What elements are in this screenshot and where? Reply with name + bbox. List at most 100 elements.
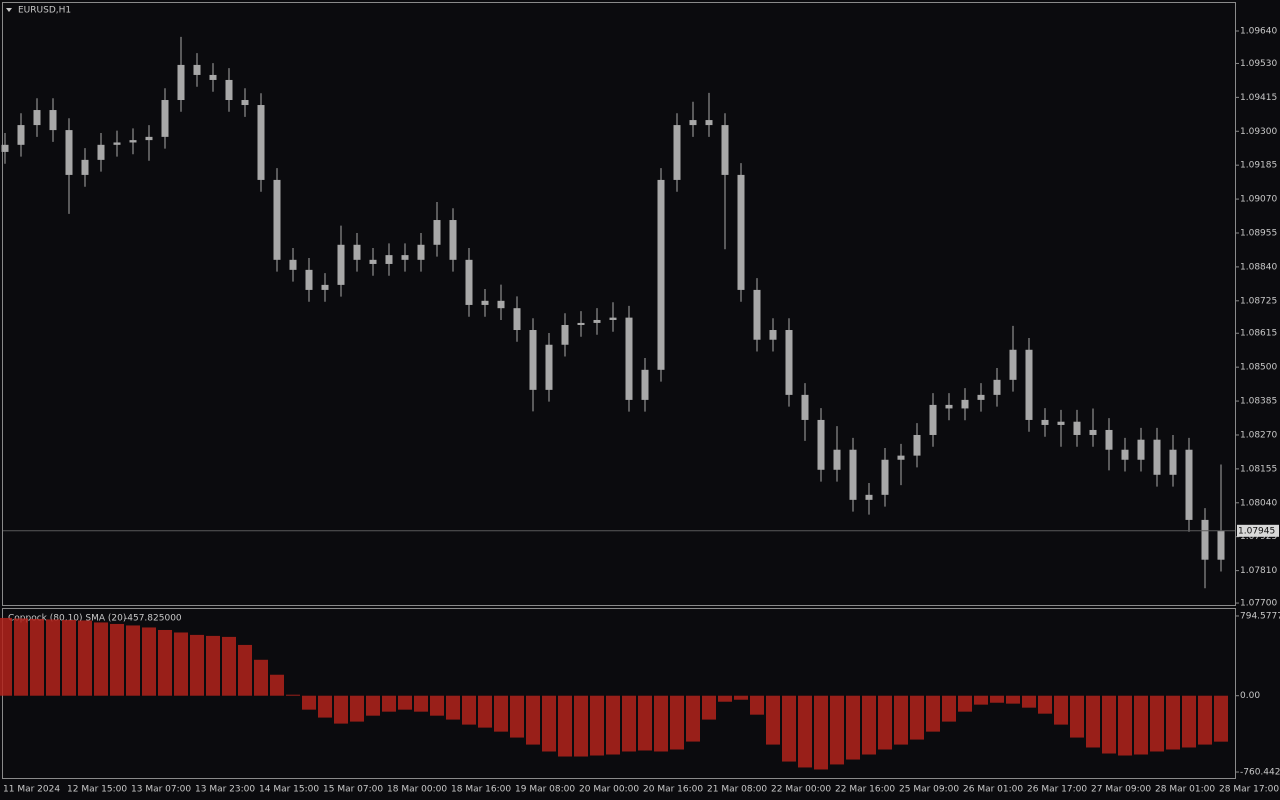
histogram-bar <box>494 695 508 732</box>
histogram-bar <box>14 618 28 696</box>
candle-body <box>1137 439 1145 460</box>
histogram-bar <box>366 695 380 716</box>
y-tick-label: 1.08155 <box>1240 464 1277 474</box>
histogram-bar <box>1134 695 1148 755</box>
candle-body <box>177 64 185 101</box>
candle-body <box>385 255 393 264</box>
histogram-bar <box>1070 695 1084 738</box>
histogram-bar <box>1214 695 1228 742</box>
histogram-bar <box>1102 695 1116 754</box>
candle-body <box>1217 530 1225 560</box>
histogram-bar <box>942 695 956 722</box>
histogram-bar <box>94 622 108 696</box>
histogram-bar <box>478 695 492 728</box>
candle-body <box>257 105 265 180</box>
histogram-bar <box>510 695 524 738</box>
candle-body <box>817 419 825 470</box>
histogram-bar <box>638 695 652 751</box>
histogram-bar <box>110 623 124 696</box>
y-tick-label: 1.09070 <box>1240 195 1277 205</box>
candle-body <box>497 300 505 309</box>
candle-body <box>337 244 345 285</box>
histogram-bar <box>270 674 284 696</box>
candle-body <box>193 64 201 75</box>
candle-body <box>433 220 441 245</box>
candle-body <box>593 319 601 323</box>
candle-body <box>577 322 585 325</box>
candle-body <box>49 110 57 131</box>
x-tick-label: 20 Mar 00:00 <box>579 785 639 795</box>
candle-body <box>209 74 217 80</box>
price-label: 1.07945 <box>1238 526 1275 536</box>
histogram-bar <box>990 695 1004 703</box>
histogram-bar <box>1150 695 1164 752</box>
x-tick-label: 27 Mar 09:00 <box>1091 785 1151 795</box>
histogram-bar <box>1198 695 1212 745</box>
price-frame <box>2 2 1236 606</box>
histogram-bar <box>862 695 876 755</box>
candle-body <box>769 330 777 340</box>
x-tick-label: 19 Mar 08:00 <box>515 785 575 795</box>
candle-body <box>961 399 969 409</box>
candle-body <box>1057 421 1065 425</box>
histogram-bar <box>1022 695 1036 708</box>
candle-body <box>129 140 137 143</box>
histogram-bar <box>1118 695 1132 756</box>
candle-body <box>161 100 169 137</box>
histogram-bar <box>1038 695 1052 714</box>
indicator-value: -457.825000 <box>124 614 182 624</box>
candle-body <box>1105 429 1113 450</box>
histogram-bar <box>1166 695 1180 750</box>
candle-body <box>529 330 537 390</box>
y-tick-label: -760.4427 <box>1240 768 1280 778</box>
x-tick-label: 28 Mar 17:00 <box>1219 785 1279 795</box>
histogram-bar <box>286 694 300 696</box>
histogram-bar <box>670 695 684 750</box>
candle-body <box>625 317 633 400</box>
x-tick-label: 13 Mar 07:00 <box>131 785 191 795</box>
histogram-bar <box>142 627 156 696</box>
histogram-bar <box>542 695 556 752</box>
candle-body <box>465 259 473 305</box>
histogram-bar <box>430 695 444 716</box>
candle-body <box>513 308 521 331</box>
candle-body <box>113 142 121 145</box>
y-tick-label: 794.57775 <box>1240 611 1280 621</box>
x-tick-label: 22 Mar 00:00 <box>771 785 831 795</box>
menu-arrow[interactable] <box>6 8 12 12</box>
histogram-bar <box>782 695 796 762</box>
x-tick-label: 28 Mar 01:00 <box>1155 785 1215 795</box>
candle-body <box>273 179 281 260</box>
candle-body <box>993 379 1001 395</box>
x-tick-label: 14 Mar 15:00 <box>259 785 319 795</box>
candle-body <box>145 136 153 141</box>
candle-body <box>1169 449 1177 475</box>
histogram-bar <box>318 695 332 718</box>
x-tick-label: 25 Mar 09:00 <box>899 785 959 795</box>
candle-body <box>417 244 425 260</box>
candle-body <box>849 449 857 500</box>
candle-body <box>673 125 681 180</box>
histogram-bar <box>1086 695 1100 748</box>
histogram-bar <box>254 659 268 696</box>
y-tick-label: 1.09185 <box>1240 161 1277 171</box>
y-tick-label: 1.07925 <box>1240 532 1277 542</box>
candle-body <box>913 434 921 456</box>
y-tick-label: 1.07700 <box>1240 599 1277 609</box>
histogram-bar <box>718 695 732 702</box>
histogram-bar <box>926 695 940 732</box>
candle-body <box>97 144 105 160</box>
x-tick-label: 18 Mar 00:00 <box>387 785 447 795</box>
candle-body <box>17 125 25 145</box>
histogram-bar <box>126 625 140 696</box>
histogram-bar <box>798 695 812 768</box>
candle-body <box>1041 419 1049 425</box>
histogram-bar <box>606 695 620 755</box>
histogram-bar <box>190 634 204 696</box>
candle-body <box>65 130 73 175</box>
y-tick-label: 1.08270 <box>1240 430 1277 440</box>
candle-body <box>833 449 841 470</box>
histogram-bar <box>30 618 44 696</box>
candle-body <box>81 159 89 175</box>
